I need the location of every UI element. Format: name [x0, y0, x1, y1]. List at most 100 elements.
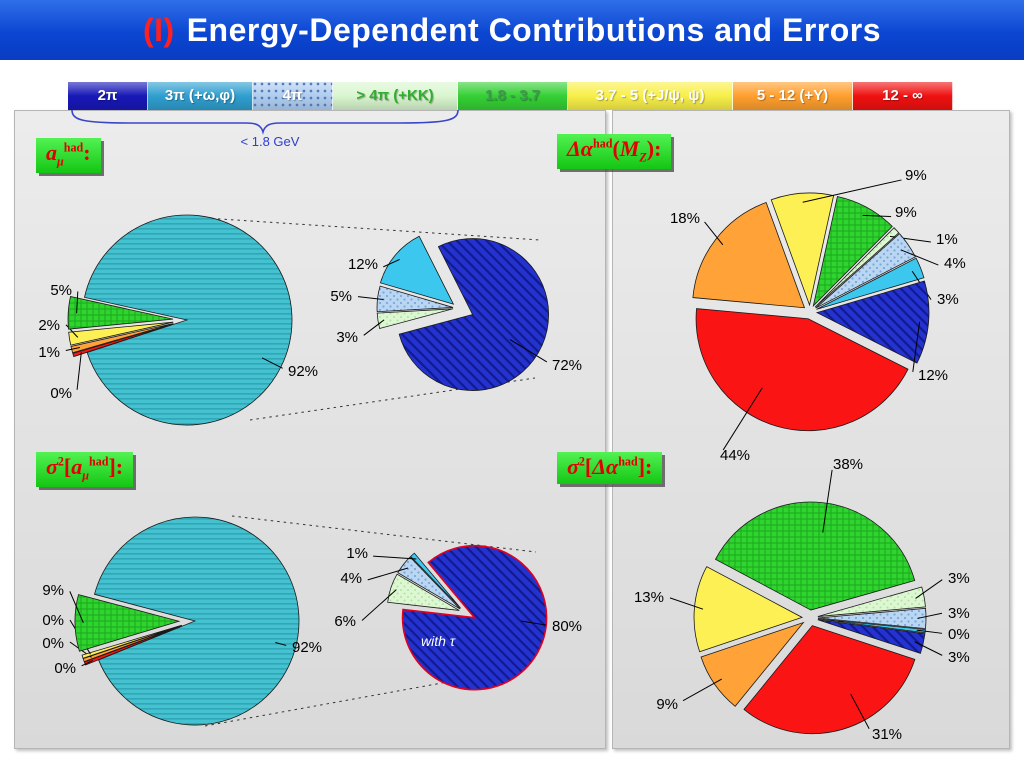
label-amu-had: aμhad: — [36, 138, 101, 174]
slice-label: 9% — [42, 582, 64, 599]
slice-label: 0% — [50, 385, 72, 402]
label-leader-line — [357, 296, 384, 300]
pie-slice-4π — [815, 233, 916, 309]
slice-label: 12% — [918, 367, 948, 384]
label-leader-line — [704, 221, 724, 246]
math-part: ( — [612, 136, 620, 161]
math-part: Z — [639, 150, 647, 165]
slice-label: 72% — [552, 357, 582, 374]
amu-had-zoom-pie: 3% 5% 12% 72% — [330, 235, 582, 391]
slice-label: 3% — [948, 570, 970, 587]
math-part: had — [63, 140, 84, 155]
math-part: a — [71, 454, 83, 479]
pie-slice-5-12 — [692, 201, 806, 309]
math-part: M — [619, 136, 640, 161]
math-part: σ — [46, 454, 58, 479]
label-sigma2-amu-had: σ2[aμhad]: — [36, 452, 134, 488]
pie-slice-2π — [817, 619, 926, 654]
slice-label: 2% — [38, 317, 60, 334]
slice-label: 80% — [552, 618, 582, 635]
slice-label: 3% — [937, 291, 959, 308]
slice-label: 4% — [944, 255, 966, 272]
legend-item-6: 5 - 12 (+Υ) — [733, 82, 853, 110]
pie-slice-12-∞ — [743, 625, 916, 735]
math-part: μ — [82, 468, 89, 483]
slice-label: 92% — [288, 363, 318, 380]
label-leader-line — [76, 291, 79, 314]
math-part: ): — [646, 136, 662, 161]
label-leader-line — [76, 352, 82, 390]
label-leader-line — [850, 693, 870, 729]
slice-label: 0% — [948, 626, 970, 643]
slice-label: 3% — [948, 649, 970, 666]
legend-item-3: > 4π (+KK) — [333, 82, 458, 110]
legend-item-0: 2π — [68, 82, 148, 110]
pie-slice-12-∞ — [695, 308, 909, 432]
pie-slice-3.7-5 — [68, 321, 174, 346]
math-part: Δα — [567, 136, 593, 161]
pie-slice-3.7-5 — [81, 624, 182, 659]
slice-label: 5% — [330, 288, 352, 305]
pie-slice-<1.8GeV — [83, 214, 293, 426]
pie-slice-1.8-3.7 — [812, 195, 893, 308]
slice-label: 0% — [54, 660, 76, 677]
pie-slice->4π(+KK) — [814, 227, 900, 308]
pie-slice-1.8-3.7 — [74, 594, 181, 652]
energy-range-legend: 2π 3π (+ω,φ) 4π > 4π (+KK) 1.8 - 3.7 3.7 - 5 … — [68, 82, 953, 110]
slice-label: 0% — [42, 612, 64, 629]
pie-slice-5-12 — [700, 621, 805, 707]
slice-label: 18% — [670, 210, 700, 227]
slice-label: 92% — [292, 639, 322, 656]
slice-label: 3% — [948, 605, 970, 622]
pie-charts: 0% 1% 2% 5% 92% 3% 5% 12% 72% 9% 9% 1% 4% 3% 12% 44% 18%… — [38, 167, 969, 743]
math-part: ]: — [108, 454, 124, 479]
pie-slice-3π — [379, 235, 455, 305]
pie-slice-2π — [398, 238, 549, 391]
slice-label: 9% — [905, 167, 927, 184]
delta-alpha-had-pie: 9% 9% 1% 4% 3% 12% 44% 18% — [670, 167, 966, 464]
label-leader-line — [912, 321, 921, 373]
label-leader-line — [669, 597, 704, 610]
legend-item-1: 3π (+ω,φ) — [148, 82, 253, 110]
math-part: a — [46, 140, 57, 165]
slice-label: 13% — [634, 589, 664, 606]
sigma2-amu-main-pie: 0% 0% 0% 9% 92% — [42, 516, 322, 726]
zoom-connector-line — [249, 377, 536, 421]
math-part: had — [618, 454, 638, 469]
slice-label: 44% — [720, 447, 750, 464]
chart-annotation: with τ — [421, 633, 456, 649]
sigma2-amu-zoom-pie: 80% 6% 4% 1% with τ — [334, 544, 582, 691]
label-leader-line — [383, 258, 400, 268]
label-leader-line — [261, 357, 283, 369]
label-leader-line — [682, 678, 722, 702]
legend-item-2: 4π — [253, 82, 333, 110]
label-leader-line — [822, 469, 833, 533]
title-prefix: (I) — [142, 11, 175, 48]
brace — [71, 109, 459, 135]
label-leader-line — [363, 319, 385, 336]
label-leader-line — [509, 339, 548, 363]
pie-slice-1.8-3.7 — [67, 296, 174, 330]
pie-slice-<1.8GeV — [93, 516, 300, 726]
slice-label: 9% — [895, 204, 917, 221]
slice-label: 1% — [346, 545, 368, 562]
legend-item-7: 12 - ∞ — [853, 82, 953, 110]
label-leader-line — [81, 660, 93, 667]
label-leader-line — [862, 214, 892, 218]
slice-label: 6% — [334, 613, 356, 630]
slice-label: 12% — [348, 256, 378, 273]
math-part: had — [592, 136, 613, 151]
pie-slice-3π — [410, 552, 461, 609]
math-part: [ — [584, 454, 593, 479]
amu-had-main-pie: 0% 1% 2% 5% 92% — [38, 214, 318, 426]
label-leader-line — [914, 641, 943, 656]
legend-item-4: 1.8 - 3.7 — [458, 82, 568, 110]
slice-label: 0% — [42, 635, 64, 652]
label-leader-line — [915, 579, 943, 599]
legend-item-5: 3.7 - 5 (+J/ψ, ψ) — [568, 82, 733, 110]
label-leader-line — [802, 179, 902, 203]
label-delta-alpha-had: Δαhad(MZ): — [557, 134, 672, 170]
label-leader-line — [916, 629, 943, 634]
